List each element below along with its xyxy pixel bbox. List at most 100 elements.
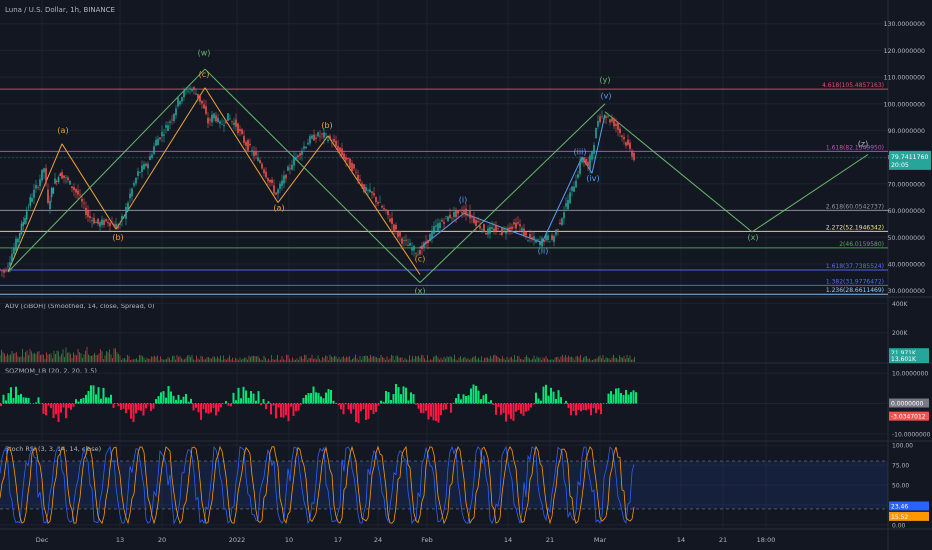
squeeze-bar	[200, 403, 202, 420]
candle-body	[613, 119, 615, 127]
candle-body	[323, 132, 325, 138]
candle-body	[207, 117, 209, 124]
squeeze-bar	[437, 403, 440, 423]
squeeze-bar	[565, 400, 567, 404]
squeeze-bar	[445, 403, 447, 410]
candle-body	[425, 241, 427, 244]
candle-body	[485, 232, 487, 235]
candle-body	[351, 162, 353, 172]
price-tick-label: 130.0000000	[884, 21, 925, 28]
candle-body	[537, 239, 539, 240]
squeeze-bar	[497, 403, 500, 407]
candle-body	[251, 150, 253, 151]
squeeze-bar	[520, 403, 522, 414]
squeeze-bar	[377, 403, 380, 406]
candle-body	[333, 138, 335, 142]
candle-body	[291, 164, 293, 170]
candle-body	[203, 104, 205, 109]
wave-label: (ii)	[538, 246, 549, 255]
indicator-value-label: 23.46	[891, 504, 908, 511]
squeeze-bar	[60, 403, 62, 413]
squeeze-bar	[627, 394, 630, 404]
candle-body	[557, 229, 559, 230]
indicator-name: ADV [ciBOH] (Smoothed, 14, close, Spread…	[5, 302, 155, 310]
candle-body	[309, 136, 311, 144]
fib-label: 2.272(52.1946342)	[826, 224, 884, 231]
candle-body	[559, 222, 561, 224]
indicator-value-label: 21.971K	[891, 350, 917, 357]
candle-body	[611, 118, 613, 122]
squeeze-bar	[10, 387, 12, 404]
squeeze-bar	[625, 389, 627, 404]
candle-body	[0, 269, 1, 270]
squeeze-bar	[155, 399, 157, 404]
candle-body	[127, 202, 129, 211]
candle-body	[193, 87, 195, 90]
price-axis: 130.0000000 120.0000000 110.0000000 100.000…	[884, 21, 931, 295]
squeeze-bar	[425, 403, 427, 411]
candle-body	[187, 91, 189, 93]
squeeze-bar	[145, 403, 147, 409]
candle-body	[71, 186, 73, 189]
squeeze-bar	[165, 397, 167, 404]
candle-body	[419, 250, 421, 255]
squeeze-bar	[295, 403, 297, 412]
candle-body	[385, 209, 387, 211]
fib-label: 1.382(31.9776472)	[826, 278, 884, 285]
candle-body	[573, 186, 575, 192]
fib-label: 1.618(37.7385524)	[826, 263, 884, 270]
squeeze-bar	[195, 403, 197, 408]
squeeze-bar	[607, 393, 610, 404]
candle-body	[565, 203, 567, 207]
squeeze-bar	[202, 403, 205, 410]
candle-body	[183, 90, 185, 98]
time-tick-label: 2022	[229, 536, 246, 544]
last-price-value: 79.7411760	[891, 154, 928, 161]
squeeze-bar	[630, 392, 632, 404]
squeeze-bar	[95, 394, 97, 404]
candle-body	[137, 171, 139, 176]
candle-body	[151, 154, 153, 158]
squeeze-bar	[342, 403, 345, 415]
squeeze-bar	[47, 403, 50, 406]
wave-label: (a)	[57, 126, 68, 135]
squeeze-bar	[552, 391, 555, 404]
squeeze-bar	[77, 401, 80, 404]
squeeze-bar	[150, 403, 152, 412]
candle-body	[477, 221, 479, 223]
candle-body	[319, 135, 321, 137]
candle-body	[113, 224, 115, 227]
wave-label: (iv)	[586, 174, 599, 183]
squeeze-bar	[187, 401, 190, 404]
squeeze-bar	[545, 384, 547, 404]
squeeze-bar	[505, 403, 507, 422]
squeeze-bar	[52, 403, 55, 419]
squeeze-bar	[635, 392, 637, 404]
squeeze-bar	[330, 389, 332, 404]
candle-body	[299, 153, 301, 156]
candle-body	[189, 88, 191, 89]
squeeze-bar	[85, 394, 87, 404]
indicator-value-label: 15.52	[891, 514, 908, 521]
candle-body	[205, 106, 207, 114]
squeeze-bar	[35, 402, 37, 404]
candle-body	[133, 182, 135, 186]
candle-body	[167, 125, 169, 131]
candle-body	[253, 151, 255, 157]
candle-body	[407, 245, 409, 247]
stoch-k-line	[0, 445, 635, 525]
squeeze-bar	[372, 403, 375, 414]
squeeze-bar	[172, 395, 175, 404]
candle-body	[17, 238, 19, 243]
candle-body	[359, 179, 361, 181]
indicator-tick-label: 10.0000000	[892, 371, 928, 378]
candle-body	[433, 226, 435, 234]
candle-body	[13, 247, 15, 254]
candle-body	[465, 208, 467, 216]
squeeze-bar	[7, 393, 10, 404]
candle-body	[361, 183, 363, 188]
candle-body	[295, 156, 297, 161]
squeeze-bar	[530, 403, 532, 408]
squeeze-bar	[592, 403, 595, 409]
